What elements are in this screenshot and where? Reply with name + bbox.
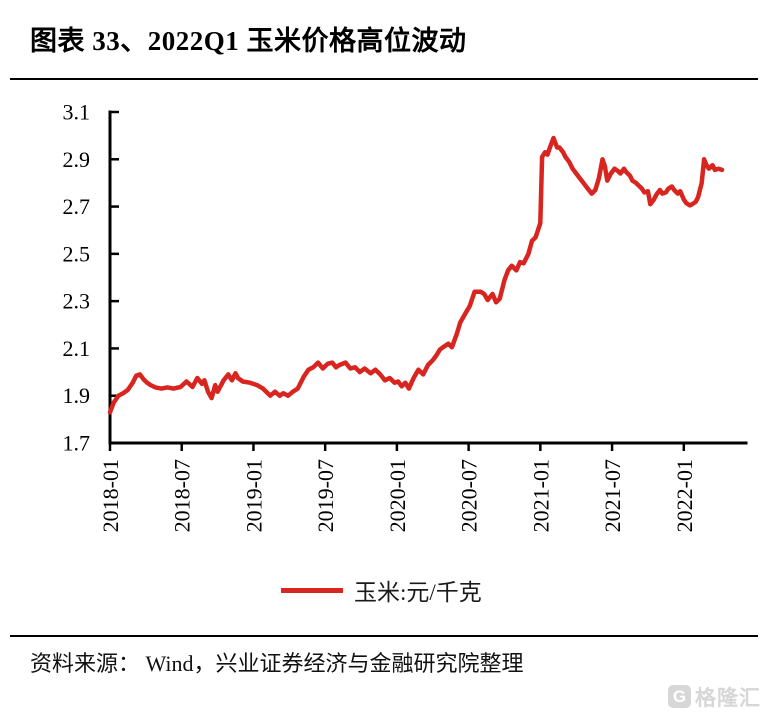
x-axis-tick-label: 2019-01 [241,459,266,532]
y-axis-tick-label: 3.1 [63,99,91,124]
watermark-text: 格隆汇 [695,686,761,710]
x-axis-tick-label: 2021-01 [528,459,553,532]
y-axis-tick-label: 2.7 [63,194,91,219]
price-chart: 1.7 1.9 2.1 2.3 2.5 2.7 2.9 3.1 2018-01 2018-07 20… [63,99,748,532]
y-axis-tick-label: 2.5 [63,241,91,266]
watermark: G 格隆汇 [668,684,761,710]
page-title: 图表 33、2022Q1 玉米价格高位波动 [30,26,467,56]
x-axis-tick-label: 2018-01 [98,459,123,532]
chart-legend: 玉米:元/千克 [281,576,482,605]
y-axis-tick-label: 2.9 [63,147,91,172]
x-axis-tick-label: 2022-01 [672,459,697,532]
x-axis-tick-label: 2021-07 [600,459,625,532]
legend-line-swatch [281,587,343,593]
y-axis-tick-label: 1.9 [63,383,91,408]
axes [108,110,748,445]
y-axis-tick-label: 2.1 [63,336,91,361]
gelonghui-logo-icon: G [668,685,691,708]
y-axis-tick-label: 1.7 [63,431,91,456]
x-axis-tick-label: 2019-07 [313,459,338,532]
footer-divider [10,635,758,637]
title-divider [10,78,758,80]
x-axis-tick-label: 2018-07 [170,459,195,532]
legend-label: 玉米:元/千克 [354,580,482,605]
source-note: 资料来源： Wind，兴业证券经济与金融研究院整理 [30,651,524,676]
x-axis-tick-label: 2020-07 [457,459,482,532]
x-axis-tick-label: 2020-01 [385,459,410,532]
corn-price-line [107,135,725,415]
y-axis-tick-label: 2.3 [63,289,91,314]
